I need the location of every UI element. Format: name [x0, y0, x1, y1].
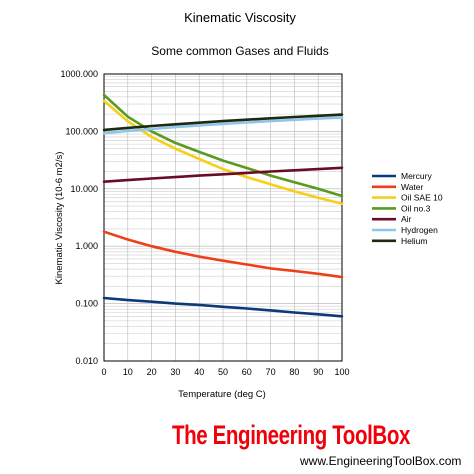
y-tick-label: 1.000 [75, 241, 98, 251]
x-tick-label: 100 [334, 367, 349, 377]
y-tick-labels: 1000.000 100.000 10.000 1.000 0.100 0.010 [60, 69, 98, 366]
series-line-hydrogen [102, 116, 344, 135]
x-tick-label: 20 [147, 367, 157, 377]
x-tick-labels: 0 10 20 30 40 50 60 70 80 90 100 [101, 367, 349, 377]
legend-label-oil-sae-10: Oil SAE 10 [401, 193, 443, 203]
series-line-air [102, 166, 344, 183]
x-tick-label: 10 [123, 367, 133, 377]
plot-grid [104, 74, 342, 361]
x-tick-label: 0 [101, 367, 106, 377]
brand-url: www.EngineeringToolBox.com [299, 454, 461, 468]
series-line-oil-sae-10 [102, 99, 344, 205]
legend-label-air: Air [401, 214, 412, 224]
series-line-water [102, 230, 344, 279]
y-tick-label: 0.100 [75, 299, 98, 309]
y-tick-label: 0.010 [75, 356, 98, 366]
brand-name: The Engineering ToolBox [172, 420, 410, 450]
legend-label-mercury: Mercury [401, 171, 432, 181]
x-tick-label: 30 [170, 367, 180, 377]
x-tick-label: 70 [266, 367, 276, 377]
legend-label-water: Water [401, 182, 424, 192]
x-axis-label: Temperature (deg C) [178, 389, 266, 400]
x-tick-label: 80 [289, 367, 299, 377]
y-tick-label: 100.000 [65, 126, 98, 136]
plot-area [103, 73, 343, 362]
x-tick-label: 40 [194, 367, 204, 377]
y-tick-label: 1000.000 [60, 69, 98, 79]
y-axis-label: Kinematic Viscosity (10-6 m2/s) [54, 152, 65, 285]
x-tick-label: 60 [242, 367, 252, 377]
legend-label-oil-no-3: Oil no.3 [401, 203, 431, 213]
x-tick-label: 50 [218, 367, 228, 377]
legend-label-hydrogen: Hydrogen [401, 225, 438, 235]
legend-label-helium: Helium [401, 236, 427, 246]
series-line-helium [102, 113, 344, 132]
y-tick-label: 10.000 [70, 184, 98, 194]
x-tick-label: 90 [313, 367, 323, 377]
chart-subtitle: Some common Gases and Fluids [151, 44, 328, 58]
series-line-mercury [102, 296, 344, 318]
series-lines [102, 93, 344, 318]
chart-title: Kinematic Viscosity [184, 10, 296, 25]
